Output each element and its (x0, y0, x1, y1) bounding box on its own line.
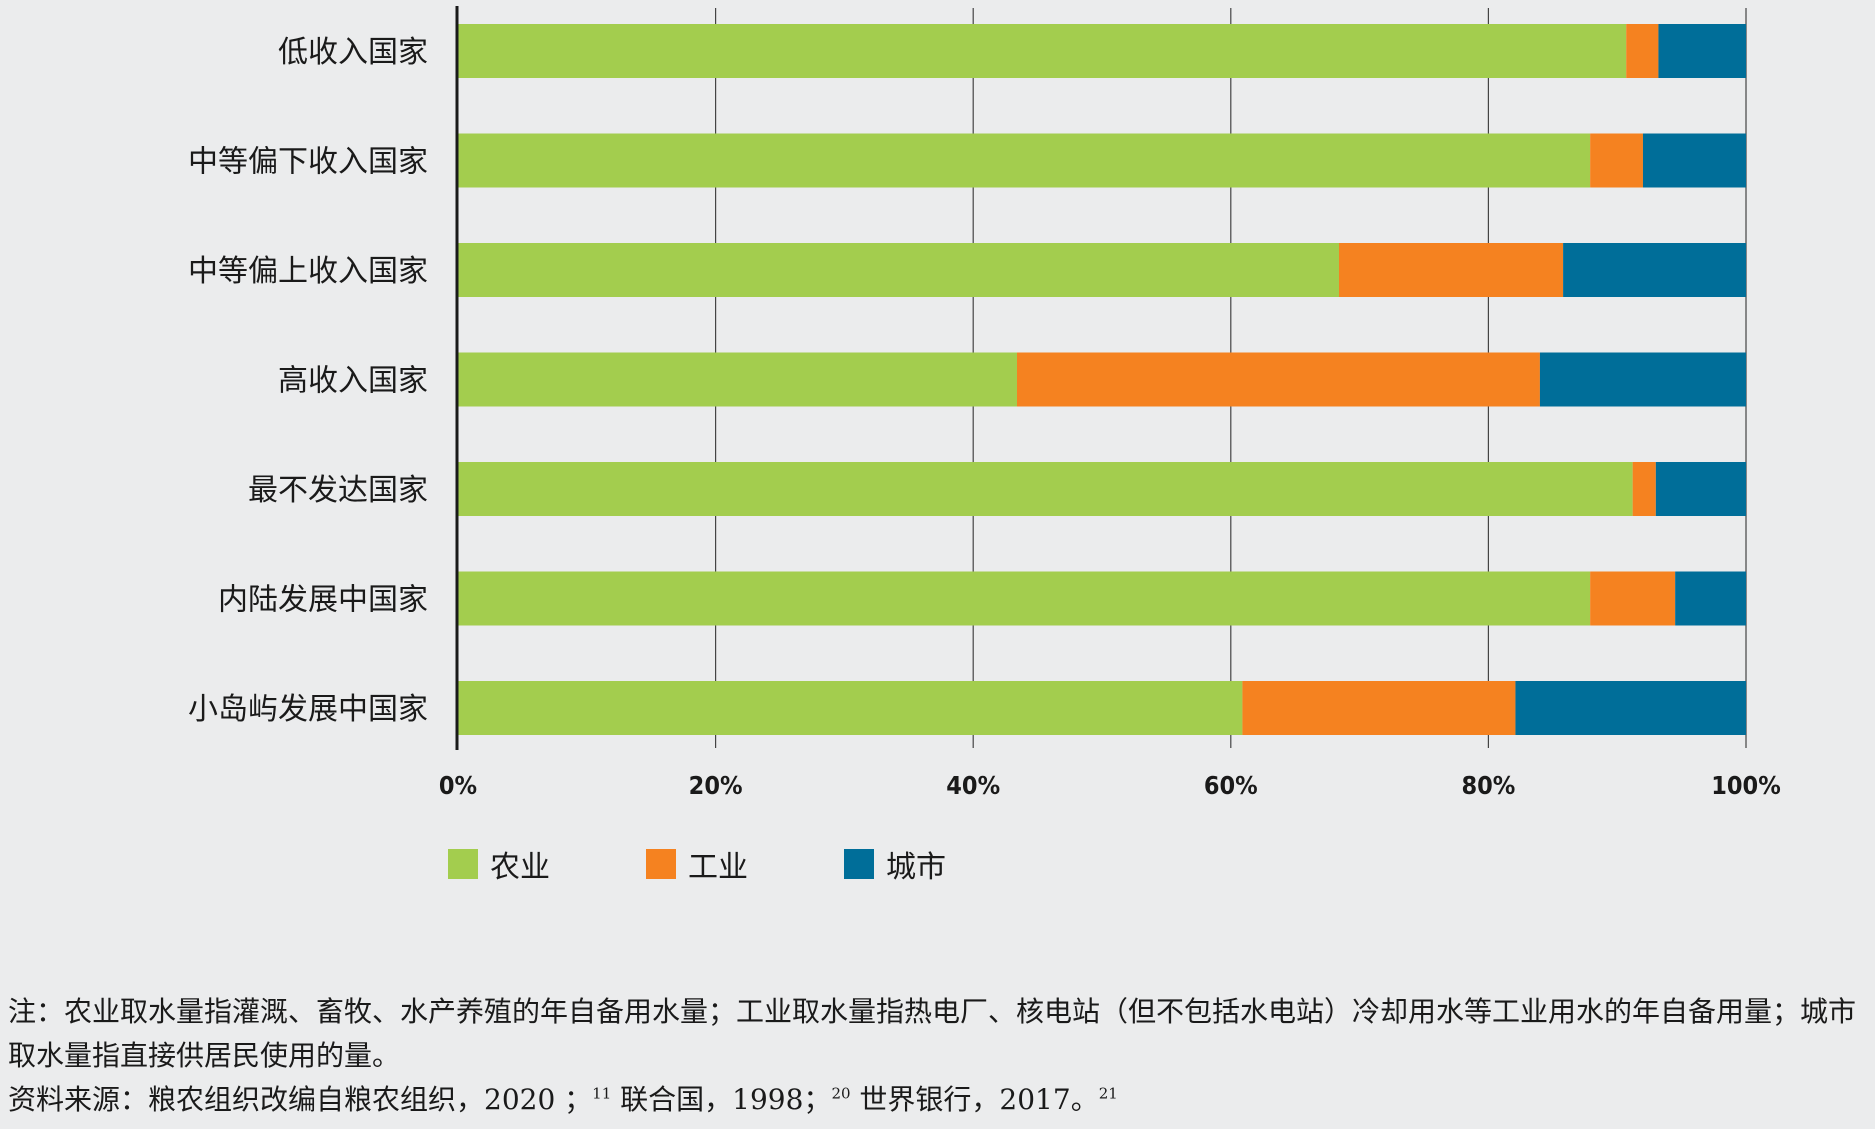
bar-segment-municipal (1515, 681, 1746, 735)
bars (458, 24, 1746, 735)
x-tick-label: 100% (1711, 771, 1780, 800)
bar-segment-industry (1590, 133, 1643, 188)
source-prefix: 资料来源：粮农组织改编自粮农组织，2020 ； (8, 1083, 593, 1116)
source-ref: 20 (831, 1084, 851, 1103)
legend-label-municipal: 城市 (886, 850, 946, 885)
legend-swatch-municipal (844, 849, 874, 879)
source-ref: 21 (1098, 1084, 1118, 1103)
source-text: 资料来源：粮农组织改编自粮农组织，2020 ；11 联合国，1998；20 世界… (8, 1078, 1868, 1122)
stacked-bar-chart: 低收入国家中等偏下收入国家中等偏上收入国家高收入国家最不发达国家内陆发展中国家小… (188, 6, 1781, 800)
bar-segment-municipal (1563, 243, 1746, 297)
category-label: 低收入国家 (278, 35, 428, 70)
category-labels: 低收入国家中等偏下收入国家中等偏上收入国家高收入国家最不发达国家内陆发展中国家小… (188, 35, 428, 727)
source-ref: 11 (592, 1084, 612, 1103)
x-tick-labels: 0% 20% 40% 60% 80% 100% (439, 771, 1781, 800)
category-label: 中等偏下收入国家 (188, 145, 428, 180)
bar-segment-agriculture (458, 243, 1339, 297)
source-part: 世界银行，2017。 (850, 1083, 1099, 1116)
bar-segment-agriculture (458, 462, 1633, 516)
source-part: 联合国，1998； (611, 1083, 832, 1116)
bar-segment-industry (1632, 462, 1656, 516)
legend-label-industry: 工业 (688, 850, 748, 885)
x-tick-label: 0% (439, 771, 477, 800)
legend-item-municipal: 城市 (844, 842, 946, 886)
x-tick-label: 40% (946, 771, 1000, 800)
legend: 农业 工业 城市 (448, 842, 1042, 886)
bar-segment-agriculture (458, 133, 1591, 188)
bar-segment-municipal (1675, 571, 1746, 626)
legend-item-agriculture: 农业 (448, 842, 550, 886)
bar-segment-municipal (1655, 462, 1746, 516)
x-tick-label: 20% (689, 771, 743, 800)
bar-segment-municipal (1658, 24, 1746, 78)
legend-label-agriculture: 农业 (490, 850, 550, 885)
notes: 注：农业取水量指灌溉、畜牧、水产养殖的年自备用水量；工业取水量指热电厂、核电站（… (8, 990, 1868, 1122)
bar-segment-municipal (1642, 133, 1746, 188)
bar-segment-industry (1626, 24, 1659, 78)
legend-item-industry: 工业 (646, 842, 748, 886)
x-tick-label: 60% (1204, 771, 1258, 800)
x-tick-label: 80% (1461, 771, 1515, 800)
legend-swatch-agriculture (448, 849, 478, 879)
bar-segment-industry (1242, 681, 1516, 735)
legend-swatch-industry (646, 849, 676, 879)
bar-segment-industry (1016, 352, 1540, 407)
category-label: 内陆发展中国家 (218, 583, 428, 618)
bar-segment-industry (1338, 243, 1564, 297)
category-label: 最不发达国家 (248, 473, 428, 508)
category-label: 小岛屿发展中国家 (188, 692, 428, 727)
bar-segment-agriculture (458, 571, 1591, 626)
bar-segment-agriculture (458, 352, 1017, 407)
bar-segment-agriculture (458, 24, 1627, 78)
bar-segment-agriculture (458, 681, 1243, 735)
bar-segment-municipal (1539, 352, 1746, 407)
category-label: 高收入国家 (278, 364, 428, 399)
note-text: 注：农业取水量指灌溉、畜牧、水产养殖的年自备用水量；工业取水量指热电厂、核电站（… (8, 995, 1857, 1072)
bar-segment-industry (1590, 571, 1676, 626)
category-label: 中等偏上收入国家 (188, 254, 428, 289)
